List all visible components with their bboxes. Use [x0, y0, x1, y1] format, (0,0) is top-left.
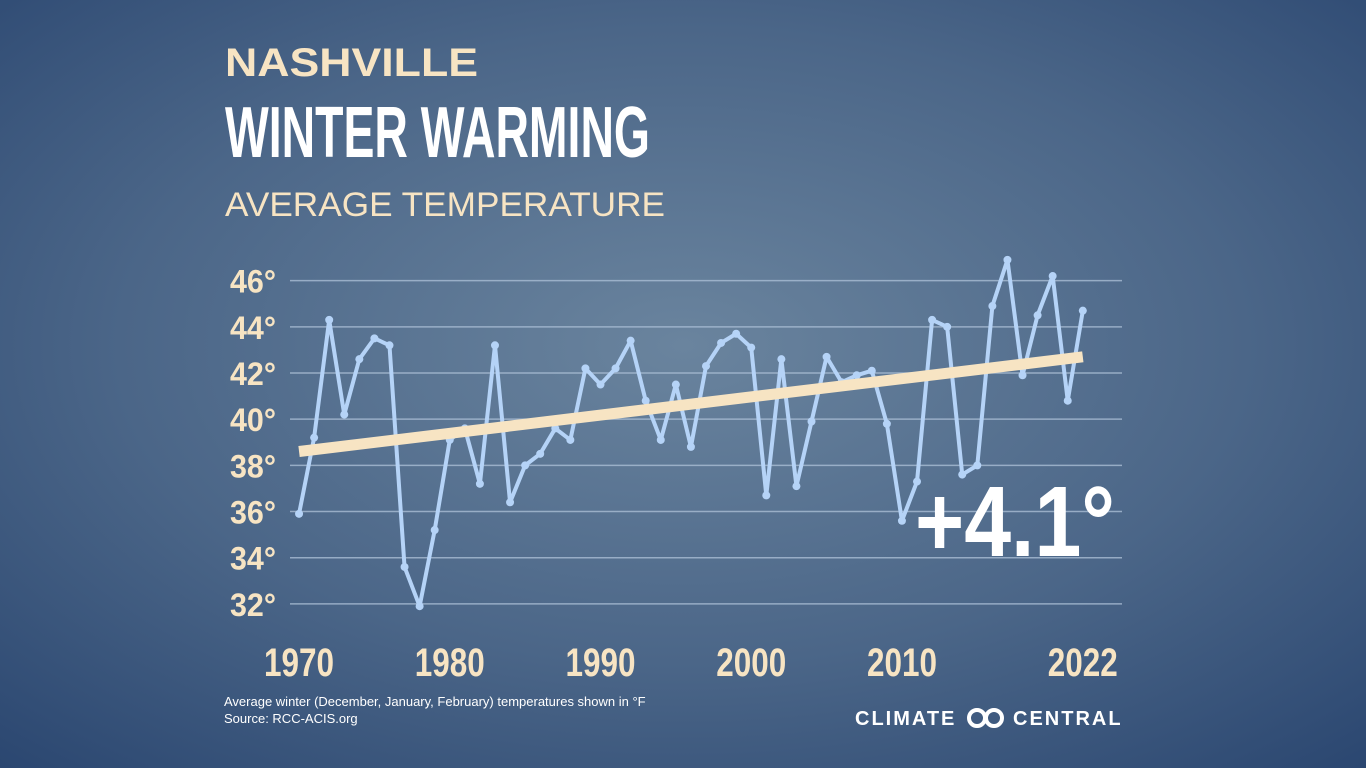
point — [400, 562, 409, 571]
point — [852, 371, 861, 380]
y-tick-label: 42° — [230, 356, 276, 392]
brand-logo — [967, 708, 1004, 728]
location: NASHVILLE — [225, 41, 478, 85]
point — [882, 419, 891, 428]
x-tick-label: 2000 — [716, 641, 786, 685]
point — [807, 417, 816, 426]
point — [822, 352, 831, 361]
point — [490, 341, 499, 350]
point — [641, 396, 650, 405]
subtitle: AVERAGE TEMPERATURE — [225, 186, 665, 224]
point — [656, 435, 665, 444]
point — [596, 380, 605, 389]
point — [943, 322, 952, 331]
point — [1078, 306, 1087, 315]
point — [732, 329, 741, 338]
x-tick-label: 1990 — [565, 641, 635, 685]
plot: 32° 34° 36° 38° 40° 42° 44° 46° 1970 1980 1990 2000… — [230, 255, 1122, 685]
point — [310, 433, 319, 442]
annotation: +4.1° — [915, 466, 1115, 578]
point — [792, 482, 801, 491]
point — [762, 491, 771, 500]
point — [536, 449, 545, 458]
note: Average winter (December, January, Febru… — [224, 694, 646, 709]
point — [566, 435, 575, 444]
point — [1018, 371, 1027, 380]
point — [370, 334, 379, 343]
point — [973, 461, 982, 470]
x-tick-label: 2010 — [867, 641, 937, 685]
point — [867, 366, 876, 375]
point — [325, 315, 334, 324]
x-tick-label: 1970 — [264, 641, 334, 685]
point — [897, 516, 906, 525]
point — [475, 479, 484, 488]
point — [913, 477, 922, 486]
point — [385, 341, 394, 350]
brand-right: CENTRAL — [1013, 708, 1123, 730]
brand-left: CLIMATE — [855, 708, 956, 730]
point — [551, 424, 560, 433]
point — [1048, 272, 1057, 281]
point — [626, 336, 635, 345]
point — [521, 461, 530, 470]
y-tick-label: 44° — [230, 310, 276, 346]
point — [430, 526, 439, 535]
point — [1033, 311, 1042, 320]
point — [506, 498, 515, 507]
y-tick-label: 36° — [230, 495, 276, 531]
point — [1063, 396, 1072, 405]
point — [777, 355, 786, 364]
point — [671, 380, 680, 389]
x-tick-label: 1980 — [415, 641, 485, 685]
point — [1003, 255, 1012, 264]
point — [958, 470, 967, 479]
chart-title: WINTER WARMING — [225, 93, 650, 173]
note: Source: RCC-ACIS.org — [224, 711, 358, 726]
point — [928, 315, 937, 324]
trend-line — [298, 351, 1084, 457]
x-tick-label: 2022 — [1048, 641, 1118, 685]
y-tick-label: 38° — [230, 448, 276, 484]
y-tick-label: 46° — [230, 264, 276, 300]
point — [355, 355, 364, 364]
point — [415, 602, 424, 611]
point — [611, 364, 620, 373]
y-tick-label: 32° — [230, 587, 276, 623]
y-tick-label: 34° — [230, 541, 276, 577]
point — [340, 410, 349, 419]
point — [581, 364, 590, 373]
point — [988, 302, 997, 311]
point — [702, 362, 710, 371]
y-tick-label: 40° — [230, 402, 276, 438]
point — [717, 338, 726, 347]
point — [686, 442, 695, 451]
point — [747, 343, 756, 352]
point — [295, 509, 304, 518]
